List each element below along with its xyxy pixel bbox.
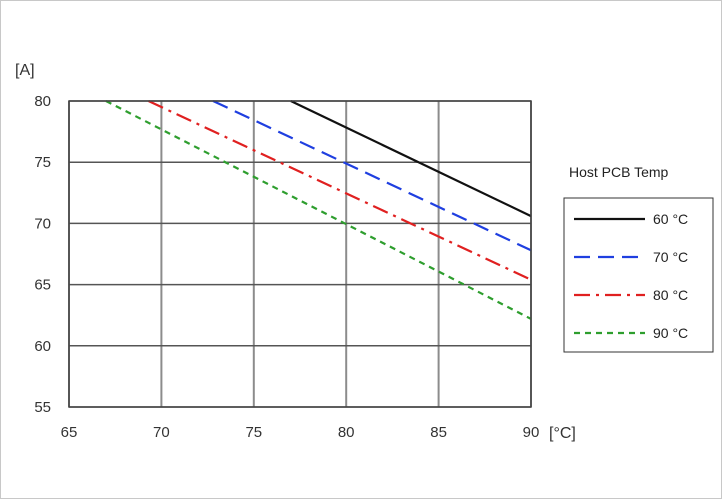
y-tick-label: 65 [34,277,51,294]
plot-border [68,100,532,408]
series-line [212,100,532,252]
legend-label: 80 °C [653,287,688,303]
y-tick-label: 75 [34,154,51,171]
legend: Host PCB Temp 60 °C 70 °C 80 °C 90 °C [563,164,714,353]
y-tick-label: 70 [34,215,51,232]
legend-label: 90 °C [653,325,688,341]
y-axis-ticks: 55 60 65 70 75 80 [34,93,51,416]
x-axis-unit: [°C] [549,425,576,442]
series-line [148,100,532,281]
y-tick-label: 80 [34,93,51,110]
x-tick-label: 80 [338,424,355,441]
y-axis-unit: [A] [15,62,35,79]
series-line [105,100,532,320]
series-lines [105,100,532,320]
legend-label: 60 °C [653,211,688,227]
x-tick-label: 65 [61,424,78,441]
grid [68,100,532,408]
y-tick-label: 60 [34,338,51,355]
x-tick-label: 70 [153,424,170,441]
x-tick-label: 90 [523,424,540,441]
legend-box [563,197,714,353]
legend-items: 60 °C 70 °C 80 °C 90 °C [574,211,688,341]
x-axis-ticks: 65 70 75 80 85 90 [61,424,540,441]
series-line [290,100,532,218]
x-tick-label: 75 [245,424,262,441]
y-tick-label: 55 [34,399,51,416]
x-tick-label: 85 [430,424,447,441]
legend-title: Host PCB Temp [569,164,669,180]
legend-label: 70 °C [653,249,688,265]
